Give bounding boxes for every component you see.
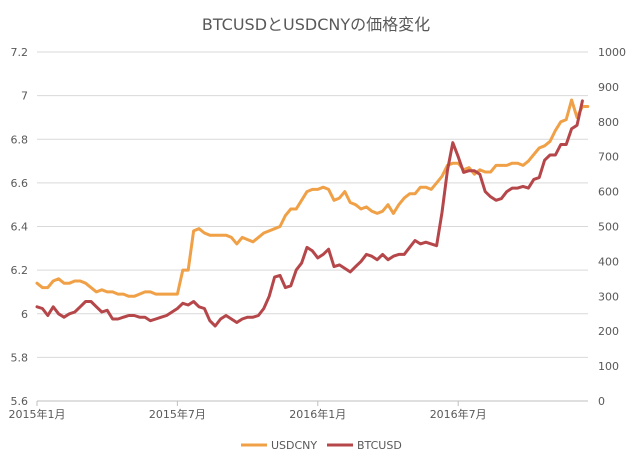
y-left-tick-label: 6.8 xyxy=(11,133,29,146)
y-left-tick-label: 5.8 xyxy=(11,351,29,364)
y-left-tick-label: 6.2 xyxy=(11,264,29,277)
y-right-tick-label: 700 xyxy=(598,151,619,164)
x-tick-label: 2016年1月 xyxy=(289,407,346,421)
x-tick-label: 2016年7月 xyxy=(430,407,487,421)
y-right-tick-label: 600 xyxy=(598,186,619,199)
x-tick-label: 2015年1月 xyxy=(9,407,66,421)
series-lines xyxy=(35,98,590,328)
y-left-tick-label: 5.6 xyxy=(11,395,29,408)
legend-label: USDCNY xyxy=(271,439,317,452)
series-line-btcusd xyxy=(35,99,584,328)
y-right-tick-label: 1000 xyxy=(598,46,626,59)
y-axis-left: 5.6 5.8 6 6.2 6.4 6.6 6.8 7 7.2 xyxy=(11,46,29,408)
series-line-usdcny xyxy=(35,98,590,298)
y-left-tick-label: 7.2 xyxy=(11,46,29,59)
y-right-tick-label: 400 xyxy=(598,255,619,268)
y-left-tick-label: 6.4 xyxy=(11,221,29,234)
legend: USDCNY BTCUSD xyxy=(241,439,402,452)
y-right-tick-label: 300 xyxy=(598,290,619,303)
x-axis: 2015年1月 2015年7月 2016年1月 2016年7月 xyxy=(9,400,588,421)
y-right-tick-label: 500 xyxy=(598,221,619,234)
y-right-tick-label: 0 xyxy=(598,395,605,408)
y-left-tick-label: 7 xyxy=(21,90,28,103)
y-right-tick-label: 200 xyxy=(598,325,619,338)
y-left-tick-label: 6 xyxy=(21,308,28,321)
legend-label: BTCUSD xyxy=(357,439,402,452)
chart-title: BTCUSDとUSDCNYの価格変化 xyxy=(202,15,430,34)
y-axis-right: 0 100 200 300 400 500 600 700 800 900 1000 xyxy=(598,46,626,408)
y-left-tick-label: 6.6 xyxy=(11,177,29,190)
gridlines xyxy=(37,51,588,402)
y-right-tick-label: 900 xyxy=(598,81,619,94)
y-right-tick-label: 100 xyxy=(598,360,619,373)
x-tick-label: 2015年7月 xyxy=(149,407,206,421)
y-right-tick-label: 800 xyxy=(598,116,619,129)
